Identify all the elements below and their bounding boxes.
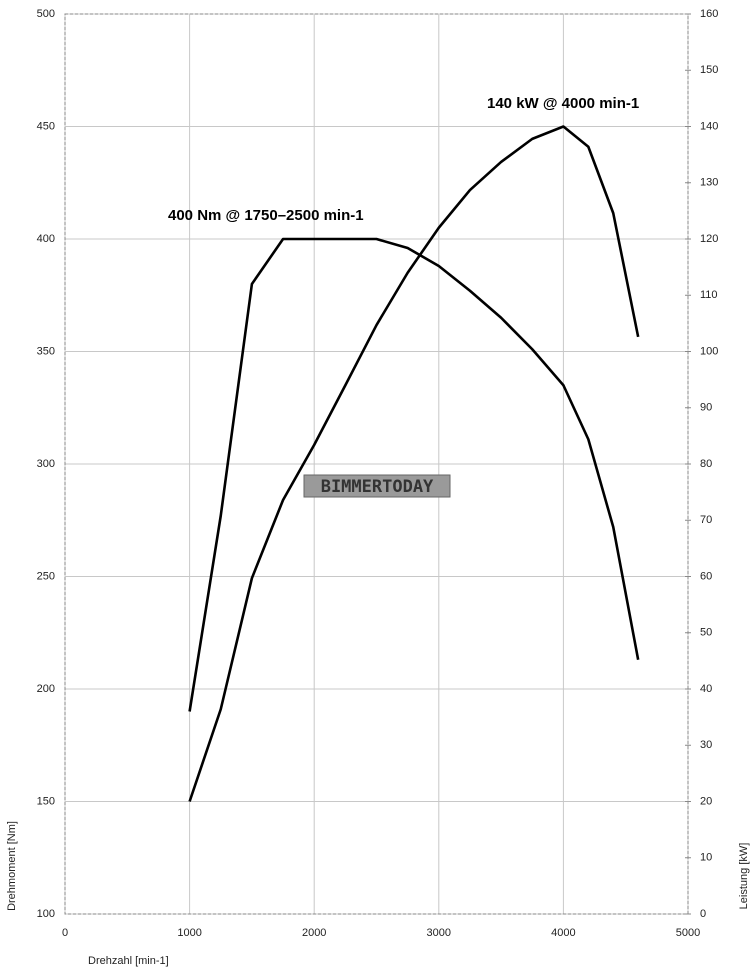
y-tick-label: 400 <box>37 233 55 245</box>
watermark: BIMMERTODAY <box>321 477 434 497</box>
y2-tick-label: 100 <box>700 345 718 357</box>
y2-tick-label: 20 <box>700 795 712 807</box>
y-tick-label: 200 <box>37 683 55 695</box>
y2-tick-label: 60 <box>700 570 712 582</box>
y2-tick-label: 150 <box>700 64 718 76</box>
annotation: 140 kW @ 4000 min-1 <box>487 95 639 112</box>
x-tick-label: 5000 <box>676 927 700 939</box>
y2-tick-label: 70 <box>700 514 712 526</box>
watermark-box <box>303 474 451 498</box>
y-tick-label: 350 <box>37 345 55 357</box>
y2-tick-label: 160 <box>700 8 718 20</box>
y-tick-label: 150 <box>37 795 55 807</box>
x-tick-label: 0 <box>62 927 68 939</box>
y-tick-label: 450 <box>37 120 55 132</box>
y2-tick-label: 80 <box>700 458 712 470</box>
y2-tick-label: 50 <box>700 627 712 639</box>
x-tick-label: 4000 <box>551 927 575 939</box>
y2-tick-label: 120 <box>700 233 718 245</box>
x-tick-label: 1000 <box>177 927 201 939</box>
y2-axis-label: Leistung [kW] <box>738 843 750 910</box>
y-tick-label: 500 <box>37 8 55 20</box>
y-axis-label: Drehmoment [Nm] <box>6 821 18 911</box>
y2-tick-label: 140 <box>700 120 718 132</box>
y-tick-label: 300 <box>37 458 55 470</box>
y2-tick-label: 0 <box>700 908 706 920</box>
annotation: 400 Nm @ 1750–2500 min-1 <box>168 207 364 224</box>
x-tick-label: 3000 <box>427 927 451 939</box>
y-tick-label: 100 <box>37 908 55 920</box>
line <box>188 125 640 802</box>
y2-tick-label: 130 <box>700 177 718 189</box>
y2-tick-label: 10 <box>700 852 712 864</box>
y2-tick-label: 90 <box>700 402 712 414</box>
y2-tick-label: 110 <box>700 289 718 301</box>
x-tick-label: 2000 <box>302 927 326 939</box>
line <box>188 237 640 712</box>
grid <box>64 13 689 915</box>
y2-tick-label: 30 <box>700 739 712 751</box>
y2-tick-label: 40 <box>700 683 712 695</box>
y-tick-label: 250 <box>37 570 55 582</box>
x-axis-label: Drehzahl [min-1] <box>88 955 169 967</box>
